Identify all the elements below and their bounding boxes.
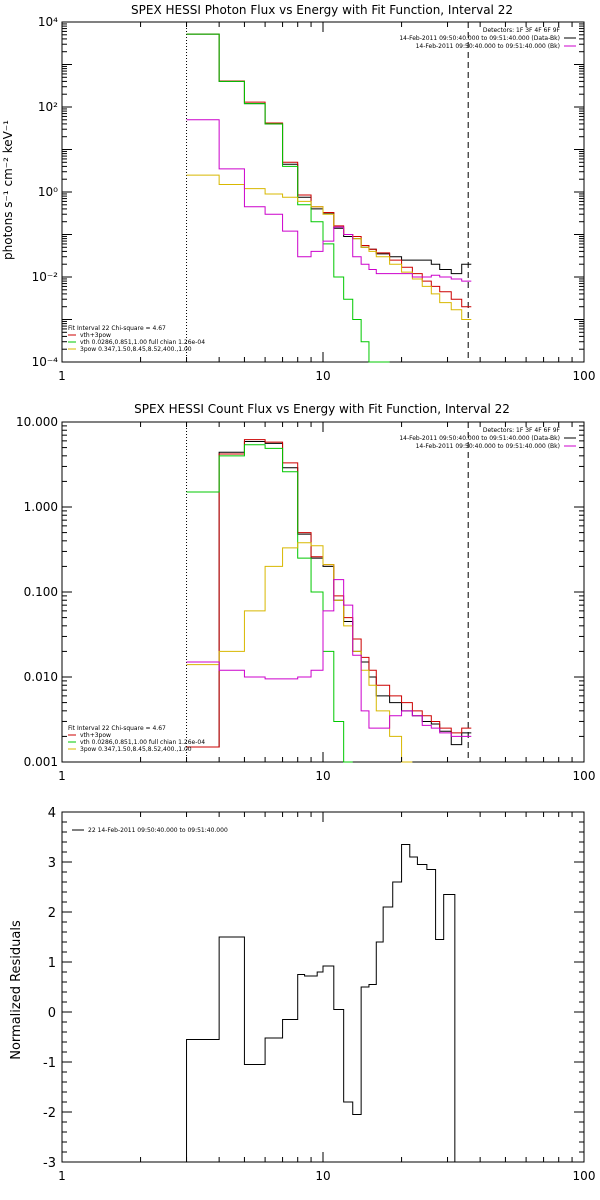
legend-entry: Fit Interval 22 Chi-square = 4.67 [68, 725, 166, 732]
y-axis-label: Normalized Residuals [9, 920, 24, 1060]
y-tick-label: 10⁴ [38, 15, 58, 29]
y-tick-label: 10² [38, 100, 58, 114]
series-line-vth [186, 444, 353, 763]
series-line-vth [186, 33, 390, 363]
legend-entry: Fit Interval 22 Chi-square = 4.67 [68, 325, 166, 332]
legend: 22 14-Feb-2011 09:50:40.000 to 09:51:40.… [72, 827, 228, 834]
legend-entry: vth+3pow [80, 732, 111, 739]
legend-entry: 14-Feb-2011 09:50:40.000 to 09:51:40.000… [399, 435, 560, 442]
x-tick-label: 1 [58, 1169, 66, 1183]
x-tick-label: 10 [315, 1169, 330, 1183]
legend-entry: 22 14-Feb-2011 09:50:40.000 to 09:51:40.… [88, 827, 228, 834]
y-tick-label: 0.100 [24, 585, 58, 599]
legend-entry: Detectors: 1F 3F 4F 6F 9F [483, 427, 561, 434]
y-tick-label: 0.010 [24, 670, 58, 684]
legend-entry: Detectors: 1F 3F 4F 6F 9F [483, 27, 561, 34]
y-tick-label: -1 [43, 1056, 56, 1071]
y-tick-label: 0.001 [24, 755, 58, 769]
y-axis-label: photons s⁻¹ cm⁻² keV⁻¹ [1, 120, 15, 260]
series-line-3pow [186, 174, 472, 320]
y-tick-label: 1.000 [24, 500, 58, 514]
x-tick-label: 100 [573, 769, 596, 783]
x-tick-label: 1 [58, 769, 66, 783]
legend-entry: vth 0.0286,0.851,1.00 full chian 1.26e-0… [80, 339, 205, 346]
plot-frame [61, 811, 585, 1163]
x-tick-label: 1 [58, 369, 66, 383]
axis-ticks: 1 10 100 0.001 0.010 0.100 1.000 10.000 [16, 415, 595, 783]
chart-title: SPEX HESSI Count Flux vs Energy with Fit… [134, 402, 510, 416]
series-line-vth-3pow [186, 33, 472, 308]
y-tick-label: 3 [48, 856, 56, 871]
x-tick-label: 100 [573, 369, 596, 383]
legend-entry: 14-Feb-2011 09:50:40.000 to 09:51:40.000… [399, 35, 560, 42]
series-line-data-bk [186, 440, 472, 748]
plot-area [186, 844, 456, 1162]
legend-entry: vth 0.0286,0.851,1.00 full chian 1.26e-0… [80, 739, 205, 746]
chart-title: SPEX HESSI Photon Flux vs Energy with Fi… [131, 3, 513, 17]
axis-ticks: 1 10 100 10⁻⁴ 10⁻² 10⁰ 10² 10⁴ [32, 15, 596, 383]
series-line-bk [186, 579, 472, 737]
count-flux-chart: SPEX HESSI Count Flux vs Energy with Fit… [16, 402, 595, 783]
x-tick-label: 100 [573, 1169, 596, 1183]
y-tick-label: 10⁻² [32, 270, 59, 284]
plot-area [186, 22, 472, 363]
plot-area [186, 422, 472, 763]
legend-entry: 3pow 0.347,1.50,8.45,8.52,400.,1.00 [80, 746, 192, 753]
y-tick-label: 1 [48, 956, 56, 971]
residuals-chart: Normalized Residuals 1 10 100 -3 -2 -1 0 1 2 3 4 2… [9, 806, 595, 1183]
y-tick-label: 10⁰ [38, 185, 58, 199]
y-tick-label: 2 [48, 906, 56, 921]
y-tick-label: -3 [43, 1156, 56, 1171]
photon-flux-chart: SPEX HESSI Photon Flux vs Energy with Fi… [1, 3, 596, 383]
series-line-data-bk [186, 33, 472, 275]
series-line-residuals [186, 844, 456, 1162]
axis-ticks: 1 10 100 -3 -2 -1 0 1 2 3 4 [43, 806, 595, 1183]
legend-entry: 3pow 0.347,1.50,8.45,8.52,400.,1.00 [80, 346, 192, 353]
y-tick-label: 0 [48, 1006, 56, 1021]
series-line-3pow [186, 542, 413, 763]
y-tick-label: -2 [43, 1106, 56, 1121]
series-line-bk [186, 119, 472, 282]
y-tick-label: 10⁻⁴ [32, 355, 59, 369]
x-tick-label: 10 [315, 369, 330, 383]
legend-entry: vth+3pow [80, 332, 111, 339]
x-tick-label: 10 [315, 769, 330, 783]
series-line-vth-3pow [186, 439, 472, 748]
legend-entry: 14-Feb-2011 09:50:40.000 to 09:51:40.000… [416, 43, 560, 50]
y-tick-label: 4 [48, 806, 56, 821]
legend-entry: 14-Feb-2011 09:50:40.000 to 09:51:40.000… [416, 443, 560, 450]
y-tick-label: 10.000 [16, 415, 58, 429]
plot-frame [61, 21, 585, 363]
